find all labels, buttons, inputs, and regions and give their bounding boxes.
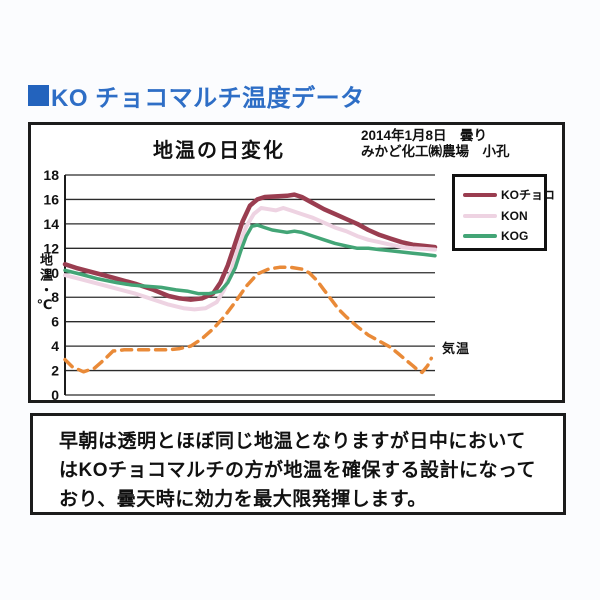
legend-label: KOG — [501, 229, 529, 243]
chart-meta: 2014年1月8日 曇り みかど化工㈱農場 小孔 — [361, 128, 510, 160]
note-line-1: 早朝は透明とほぼ同じ地温となりますが日中において — [59, 431, 526, 452]
chart-farm-location: みかど化工㈱農場 小孔 — [361, 144, 510, 159]
series-line-3-KOG — [63, 223, 437, 296]
legend-swatch-icon — [463, 192, 497, 197]
y-tick-label-12: 12 — [43, 240, 59, 256]
y-tick-label-2: 2 — [51, 363, 59, 379]
y-tick-label-14: 14 — [43, 216, 59, 232]
air-temp-annotation: 気温 — [442, 341, 471, 356]
series-line-2-KON — [63, 206, 437, 312]
legend-item-1: KOチョコ — [463, 186, 555, 203]
y-tick-label-16: 16 — [43, 191, 59, 207]
note-line-2: はKOチョコマルチの方が地温を確保する設計になって — [59, 460, 537, 481]
y-tick-label-10: 10 — [43, 265, 59, 281]
chart-legend: KOチョコ KON KOG — [452, 174, 555, 251]
chart-title: 地温の日変化 — [153, 140, 285, 162]
legend-item-3: KOG — [463, 229, 544, 243]
note-line-3: おり、曇天時に効力を最大限発揮します。 — [59, 489, 427, 510]
y-tick-label-4: 4 — [51, 338, 59, 354]
y-tick-label-8: 8 — [51, 289, 59, 305]
legend-item-2: KON — [463, 209, 544, 223]
note-panel: 早朝は透明とほぼ同じ地温となりますが日中において はKOチョコマルチの方が地温を… — [30, 413, 566, 515]
legend-label: KON — [501, 209, 528, 223]
title-bullet-square-icon — [28, 85, 49, 106]
temperature-line-chart: 0 2 4 6 8 10 12 14 16 18 — [43, 167, 438, 403]
page-title: KO チョコマルチ温度データ — [28, 78, 365, 113]
y-tick-label-6: 6 — [51, 314, 59, 330]
legend-label: KOチョコ — [501, 188, 556, 202]
page-title-text: KO チョコマルチ温度データ — [51, 85, 365, 112]
y-axis-label: 地温・℃ — [38, 253, 53, 315]
y-tick-label-18: 18 — [43, 167, 59, 183]
series-line-4-気温 — [63, 265, 434, 375]
chart-date-weather: 2014年1月8日 曇り — [361, 128, 488, 143]
legend-swatch-icon — [463, 214, 497, 218]
legend-swatch-icon — [463, 234, 497, 238]
series-line-1-KOチョコ — [62, 192, 438, 302]
chart-panel: 0 2 4 6 8 10 12 14 16 18 地温の日変化 2014年1月8日 曇り みかど化… — [28, 122, 565, 403]
y-tick-label-0: 0 — [51, 387, 59, 403]
